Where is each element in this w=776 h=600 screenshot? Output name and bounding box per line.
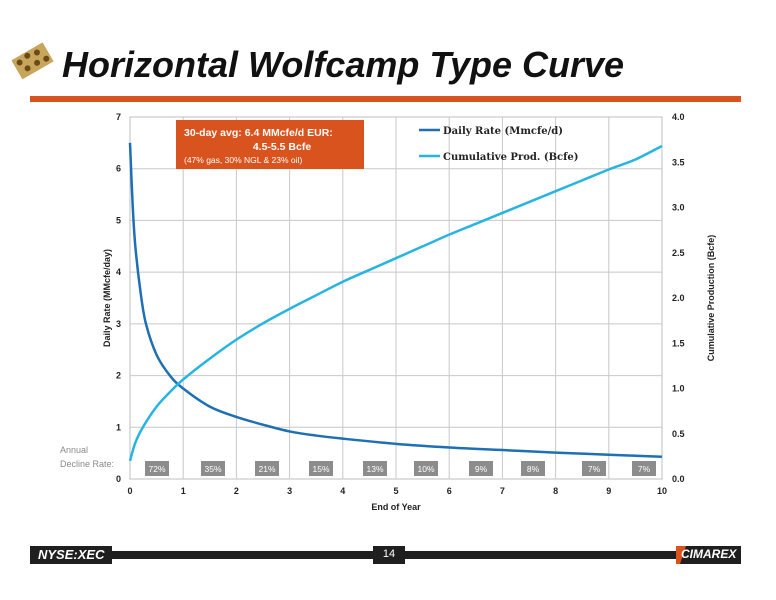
y2-tick-label: 2.0 bbox=[672, 293, 685, 303]
page-number: 14 bbox=[382, 548, 396, 560]
y-tick-label: 2 bbox=[116, 371, 121, 381]
decline-rate-label: 35% bbox=[204, 464, 221, 474]
x-tick-label: 5 bbox=[393, 486, 398, 496]
ticker-label: NYSE:XEC bbox=[38, 547, 105, 562]
decline-rate-label: 72% bbox=[148, 464, 165, 474]
decline-label-line1: Annual bbox=[60, 445, 88, 455]
y-tick-label: 5 bbox=[116, 215, 121, 225]
y2-tick-label: 4.0 bbox=[672, 112, 685, 122]
brand-mark bbox=[676, 546, 686, 564]
y-tick-label: 4 bbox=[116, 267, 121, 277]
decline-label-line2: Decline Rate: bbox=[60, 459, 114, 469]
y2-tick-label: 0.5 bbox=[672, 429, 685, 439]
y2-tick-label: 0.0 bbox=[672, 474, 685, 484]
x-tick-label: 2 bbox=[234, 486, 239, 496]
decline-rate-label: 7% bbox=[588, 464, 601, 474]
y2-tick-label: 1.0 bbox=[672, 384, 685, 394]
x-tick-label: 10 bbox=[657, 486, 667, 496]
y-axis-title: Daily Rate (MMcfe/day) bbox=[102, 249, 112, 347]
decline-rate-badge bbox=[201, 461, 225, 476]
y2-tick-label: 3.5 bbox=[672, 157, 685, 167]
x-tick-label: 8 bbox=[553, 486, 558, 496]
page-title: Horizontal Wolfcamp Type Curve bbox=[62, 44, 625, 85]
page-number-box bbox=[373, 546, 405, 564]
eur-annotation-line3: (47% gas, 30% NGL & 23% oil) bbox=[184, 155, 302, 165]
ticker-box bbox=[30, 546, 112, 564]
legend-label: Daily Rate (Mmcfe/d) bbox=[443, 126, 563, 137]
decline-rate-label: 9% bbox=[475, 464, 488, 474]
decline-rate-badge bbox=[255, 461, 279, 476]
decline-rate-label: 8% bbox=[527, 464, 540, 474]
y-tick-label: 1 bbox=[116, 422, 121, 432]
daily-rate-line bbox=[128, 142, 663, 459]
y2-axis-title: Cumulative Production (Bcfe) bbox=[706, 235, 716, 362]
x-tick-label: 1 bbox=[181, 486, 186, 496]
x-tick-label: 3 bbox=[287, 486, 292, 496]
y-tick-label: 0 bbox=[116, 474, 121, 484]
decline-rate-badge bbox=[521, 461, 545, 476]
decline-rate-label: 10% bbox=[417, 464, 434, 474]
decline-rate-label: 21% bbox=[258, 464, 275, 474]
brand-box bbox=[676, 546, 741, 564]
decline-rate-badge bbox=[145, 461, 169, 476]
decline-rate-badge bbox=[414, 461, 438, 476]
decline-rate-badge bbox=[363, 461, 387, 476]
y-tick-label: 3 bbox=[116, 319, 121, 329]
y2-tick-label: 1.5 bbox=[672, 338, 685, 348]
x-tick-label: 4 bbox=[340, 486, 345, 496]
decline-rate-label: 13% bbox=[366, 464, 383, 474]
x-tick-label: 7 bbox=[500, 486, 505, 496]
decline-rate-badge bbox=[582, 461, 606, 476]
decline-rate-badge bbox=[309, 461, 333, 476]
x-tick-label: 6 bbox=[447, 486, 452, 496]
y2-tick-label: 2.5 bbox=[672, 248, 685, 258]
x-tick-label: 9 bbox=[606, 486, 611, 496]
eur-annotation-box bbox=[176, 120, 364, 169]
decline-rate-badge bbox=[632, 461, 656, 476]
y2-tick-label: 3.0 bbox=[672, 203, 685, 213]
decline-rate-label: 15% bbox=[312, 464, 329, 474]
company-logo bbox=[8, 36, 56, 84]
decline-rate-badge bbox=[469, 461, 493, 476]
x-tick-label: 0 bbox=[127, 486, 132, 496]
type-curve-chart: 0 1 2 3 4 5 6 7 8 9 10 0 1 2 3 4 5 6 7 0.0 0.5 1.0 1.5 2.0 2.5 3.… bbox=[60, 112, 716, 512]
legend-label: Cumulative Prod. (Bcfe) bbox=[443, 152, 579, 163]
brand-logo-text: CIMAREX bbox=[681, 547, 737, 561]
decline-rate-label: 7% bbox=[638, 464, 651, 474]
cumulative-production-line bbox=[128, 144, 663, 462]
title-rule bbox=[30, 96, 741, 102]
x-axis-title: End of Year bbox=[371, 502, 421, 512]
eur-annotation-line2: 4.5-5.5 Bcfe bbox=[253, 141, 312, 153]
y-tick-label: 6 bbox=[116, 164, 121, 174]
eur-annotation-line1: 30-day avg: 6.4 MMcfe/d EUR: bbox=[184, 127, 333, 139]
y-tick-label: 7 bbox=[116, 112, 121, 122]
